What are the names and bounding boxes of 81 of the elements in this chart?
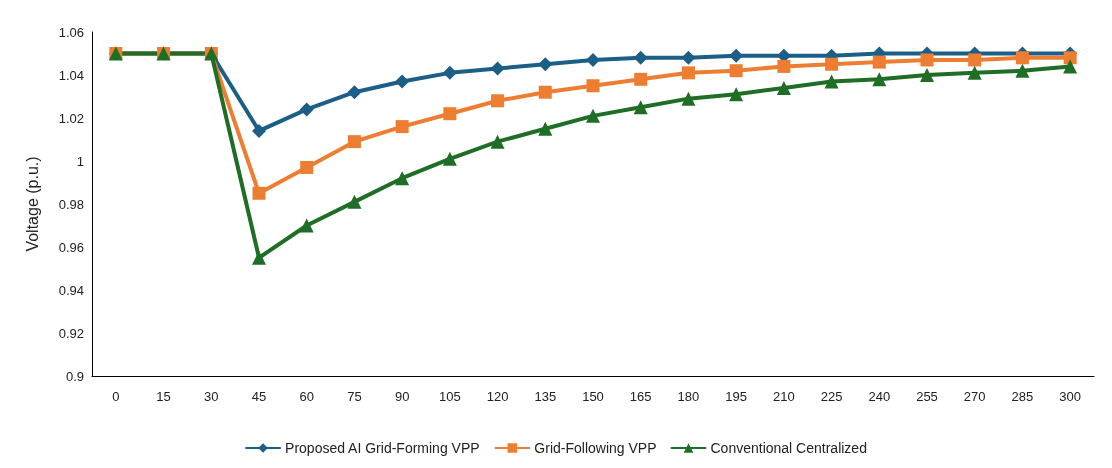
point <box>634 72 648 86</box>
point <box>1063 59 1078 74</box>
y-tick-label: 1 <box>76 153 84 169</box>
legend-label: Conventional Centralized <box>710 440 867 456</box>
x-tick-label: 60 <box>299 389 314 404</box>
legend-label: Proposed AI Grid-Forming VPP <box>285 440 480 456</box>
point <box>1015 51 1029 65</box>
x-tick-label: 105 <box>439 389 461 404</box>
point <box>538 57 553 72</box>
x-tick-label: 45 <box>251 389 267 404</box>
point <box>920 68 934 82</box>
point <box>299 102 314 117</box>
y-tick-label: 1.06 <box>58 24 84 40</box>
x-tick-label: 0 <box>112 389 120 404</box>
point <box>490 61 505 76</box>
x-tick-label: 90 <box>394 389 410 404</box>
point <box>824 74 839 89</box>
point <box>825 57 839 71</box>
point <box>538 121 553 136</box>
x-tick-label: 75 <box>347 389 362 404</box>
point <box>443 107 457 121</box>
point <box>347 135 361 149</box>
point <box>442 151 457 166</box>
x-tick-label: 270 <box>963 389 986 404</box>
point <box>252 250 266 265</box>
point <box>681 50 696 65</box>
point <box>586 52 600 67</box>
point <box>252 123 266 138</box>
point <box>300 160 314 174</box>
point <box>252 186 266 200</box>
point <box>920 53 934 67</box>
point <box>777 59 791 73</box>
x-tick-label: 150 <box>582 389 604 404</box>
point <box>681 91 696 106</box>
point <box>729 64 743 78</box>
point <box>395 171 410 186</box>
y-tick-label: 1.02 <box>58 110 84 126</box>
point <box>586 79 600 93</box>
point <box>872 72 887 87</box>
y-tick-label: 0.94 <box>58 282 84 298</box>
x-tick-label: 255 <box>916 389 938 404</box>
point <box>395 74 410 89</box>
point <box>776 80 791 95</box>
point <box>538 85 552 99</box>
point <box>872 55 886 69</box>
y-tick-label: 0.98 <box>58 196 84 212</box>
point <box>1015 63 1030 78</box>
point <box>1063 51 1077 65</box>
x-tick-label: 300 <box>1059 389 1081 404</box>
x-tick-label: 15 <box>156 389 171 404</box>
x-tick-label: 120 <box>486 389 509 404</box>
x-tick-label: 195 <box>725 389 747 404</box>
point <box>395 120 409 134</box>
point <box>347 85 362 100</box>
y-tick-label: 1.04 <box>58 67 84 83</box>
point <box>347 194 362 209</box>
point <box>586 108 600 123</box>
point <box>442 65 457 80</box>
x-tick-label: 180 <box>677 389 700 404</box>
x-tick-label: 210 <box>773 389 795 404</box>
point <box>633 100 648 115</box>
x-tick-label: 240 <box>868 389 891 404</box>
point <box>299 218 314 233</box>
point <box>490 134 505 149</box>
x-tick-label: 285 <box>1011 389 1034 404</box>
point <box>729 48 744 63</box>
y-tick-label: 0.9 <box>65 368 84 384</box>
y-tick-label: 0.92 <box>58 325 84 341</box>
x-tick-label: 135 <box>534 389 557 404</box>
point <box>729 87 744 102</box>
y-tick-label: 0.96 <box>58 239 84 255</box>
x-tick-label: 30 <box>204 389 219 404</box>
point <box>968 53 982 67</box>
point <box>491 94 505 108</box>
x-tick-label: 225 <box>820 389 843 404</box>
y-axis-title: Voltage (p.u.) <box>23 156 41 252</box>
point <box>967 65 982 80</box>
legend-label: Grid-Following VPP <box>534 440 657 456</box>
point <box>681 66 695 80</box>
x-tick-label: 165 <box>629 389 652 404</box>
point <box>633 50 648 65</box>
